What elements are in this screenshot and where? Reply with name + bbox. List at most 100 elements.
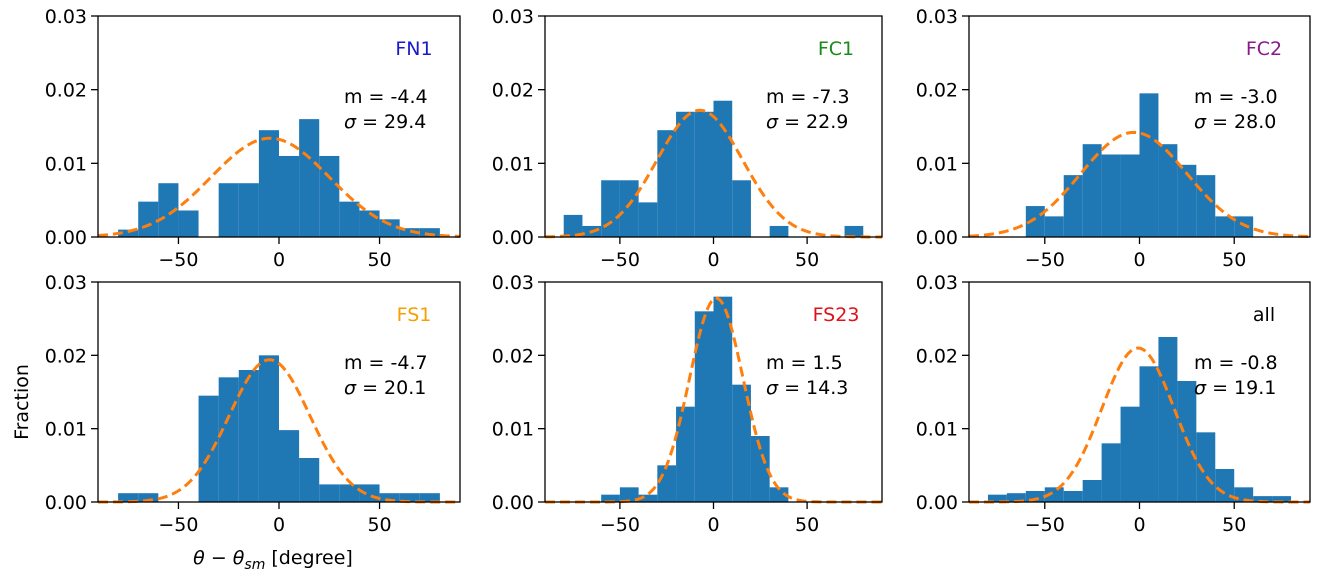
histogram-bar xyxy=(638,202,658,237)
histogram-bar xyxy=(601,180,620,237)
histogram-bar xyxy=(676,111,695,237)
y-tick-label: 0.00 xyxy=(916,492,958,514)
histogram-bar xyxy=(1253,496,1273,502)
histogram-bar xyxy=(319,484,340,502)
histogram-bar xyxy=(258,130,279,237)
histogram-bar xyxy=(713,296,733,502)
sigma-value: = 29.4 xyxy=(362,111,426,133)
histogram-bar xyxy=(676,406,695,502)
x-tick-label: 0 xyxy=(273,514,285,536)
x-tick-label: −50 xyxy=(1025,249,1065,271)
histogram-bar xyxy=(619,487,639,502)
y-tick-label: 0.02 xyxy=(916,80,958,102)
y-tick-label: 0.02 xyxy=(492,345,534,367)
histogram-bar xyxy=(1006,493,1026,502)
histogram-bar xyxy=(178,210,199,237)
x-axis-label-subscript: sm xyxy=(244,557,265,572)
y-tick-label: 0.03 xyxy=(916,272,958,294)
panel-fs23: 0.00 0.01 0.02 0.03 −50 0 50 FS23 m = 1.5 σ = 14.… xyxy=(492,272,883,536)
y-tick-label: 0.00 xyxy=(45,227,87,249)
x-tick-label: 0 xyxy=(1133,249,1145,271)
gaussian-fit-curve xyxy=(98,358,460,504)
x-tick-label: −50 xyxy=(158,249,198,271)
stat-sigma: σ = 28.0 xyxy=(1194,111,1276,133)
histogram-bar xyxy=(750,436,770,502)
x-tick-label: −50 xyxy=(158,514,198,536)
sigma-value: = 14.3 xyxy=(784,377,848,399)
histogram-bar xyxy=(732,384,751,502)
histogram-bar xyxy=(1063,175,1083,237)
histogram-bar xyxy=(1120,154,1140,237)
panel-name: FC1 xyxy=(818,38,854,60)
histogram-bar xyxy=(218,377,239,502)
histogram-bar xyxy=(694,311,714,502)
sigma-symbol: σ xyxy=(766,111,784,133)
histogram-bar xyxy=(158,183,179,237)
y-tick-label: 0.03 xyxy=(916,6,958,28)
stat-sigma: σ = 22.9 xyxy=(766,111,848,133)
stat-mean: m = 1.5 xyxy=(766,352,843,374)
histogram-bar xyxy=(1234,487,1254,502)
histogram-bar xyxy=(258,355,279,502)
x-tick-label: 0 xyxy=(707,514,719,536)
histogram-bar xyxy=(419,493,440,502)
x-axis-label-unit: [degree] xyxy=(265,547,352,569)
y-tick-label: 0.03 xyxy=(492,6,534,28)
panel-name: FS23 xyxy=(813,304,860,326)
panel-fs1: 0.00 0.01 0.02 0.03 −50 0 50 FS1 m = -4.7 σ = 20.… xyxy=(45,272,461,536)
stat-sigma: σ = 29.4 xyxy=(344,111,426,133)
histogram-bar xyxy=(339,484,360,502)
sigma-symbol: σ xyxy=(766,377,784,399)
histogram-bar xyxy=(769,487,789,502)
stat-mean: m = -0.8 xyxy=(1194,352,1278,374)
histogram-bar xyxy=(1101,154,1121,237)
histogram-bar xyxy=(138,493,159,502)
histogram-bar xyxy=(1196,175,1216,237)
histogram-bar xyxy=(339,201,360,237)
panel-name: FC2 xyxy=(1246,38,1282,60)
histogram-bar xyxy=(1044,216,1064,237)
histogram-bar xyxy=(844,225,864,237)
histogram-bar xyxy=(118,493,139,502)
x-tick-label: −50 xyxy=(600,249,640,271)
sigma-symbol: σ xyxy=(1194,111,1212,133)
histogram-bar xyxy=(399,493,420,502)
stat-sigma: σ = 20.1 xyxy=(344,377,426,399)
y-tick-label: 0.02 xyxy=(492,80,534,102)
y-tick-label: 0.01 xyxy=(492,419,534,441)
y-tick-label: 0.02 xyxy=(916,345,958,367)
y-tick-label: 0.00 xyxy=(916,227,958,249)
y-tick-label: 0.03 xyxy=(492,272,534,294)
histogram-bar xyxy=(1044,487,1064,502)
y-tick-label: 0.01 xyxy=(45,419,87,441)
histogram-bar xyxy=(694,111,714,237)
y-tick-label: 0.01 xyxy=(492,153,534,175)
histogram-bar xyxy=(279,430,300,502)
histogram-bar xyxy=(1101,443,1121,502)
histogram-bar xyxy=(319,155,340,237)
histogram-bar xyxy=(419,228,440,237)
x-axis-label-theta-2: θ xyxy=(233,547,245,569)
x-tick-label: 50 xyxy=(795,249,819,271)
x-axis-label-theta: θ xyxy=(193,547,205,569)
histogram-bar xyxy=(1120,406,1140,502)
histogram-bar xyxy=(987,494,1007,502)
y-tick-label: 0.01 xyxy=(45,153,87,175)
y-tick-label: 0.01 xyxy=(916,153,958,175)
histogram-bar xyxy=(1234,216,1254,237)
x-tick-label: 50 xyxy=(367,514,391,536)
stat-mean: m = -7.3 xyxy=(766,86,850,108)
histogram-bar xyxy=(1215,469,1235,502)
histogram-bar xyxy=(1139,93,1159,237)
histogram-bar xyxy=(1272,496,1292,502)
gaussian-fit-curve xyxy=(544,108,882,239)
histogram-bar xyxy=(563,214,583,237)
sigma-value: = 28.0 xyxy=(1212,111,1276,133)
y-axis-label: Fraction xyxy=(11,364,33,440)
x-axis-label: θ − θsm [degree] xyxy=(193,547,353,572)
y-tick-label: 0.00 xyxy=(492,227,534,249)
histogram-bar xyxy=(732,180,751,237)
histogram-bar xyxy=(769,225,789,237)
x-axis-label-minus: − xyxy=(205,547,233,569)
